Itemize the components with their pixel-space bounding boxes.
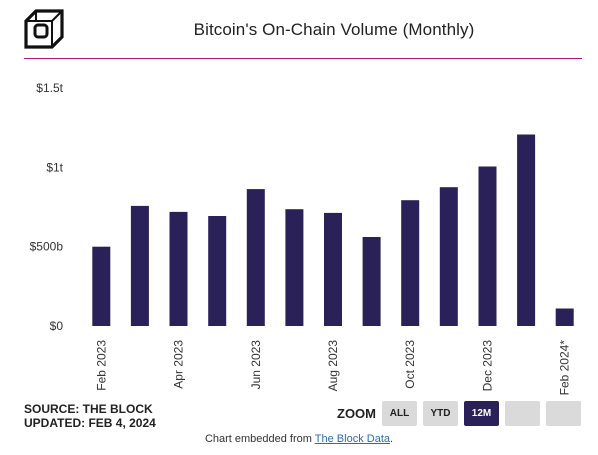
x-tick-label: Aug 2023 [326, 340, 340, 392]
embed-note: Chart embedded from The Block Data. [0, 433, 598, 445]
bar-nov-2023[interactable] [439, 187, 458, 326]
zoom-12m-button[interactable]: 12M [464, 401, 499, 426]
source-line: SOURCE: THE BLOCK [24, 402, 153, 416]
x-tick-label: Feb 2023 [94, 340, 108, 391]
y-axis: $0 $500b $1t $1.5t [30, 81, 64, 333]
bar-feb-2024[interactable] [555, 308, 574, 327]
bar-aug-2023[interactable] [324, 212, 342, 326]
bar-jan-2024[interactable] [517, 134, 536, 327]
zoom-button-blank-1[interactable] [505, 401, 540, 426]
y-tick-label: $500b [30, 240, 64, 254]
x-tick-label: Dec 2023 [481, 340, 495, 392]
zoom-ytd-button[interactable]: YTD [423, 401, 458, 426]
bar-oct-2023[interactable] [401, 200, 420, 326]
bar-may-2023[interactable] [208, 216, 227, 326]
bar-series [92, 134, 574, 327]
chart-title: Bitcoin's On-Chain Volume (Monthly) [193, 20, 475, 39]
zoom-all-button[interactable]: ALL [382, 401, 417, 426]
bar-feb-2023[interactable] [92, 246, 111, 326]
zoom-button-blank-2[interactable] [546, 401, 581, 426]
y-tick-label: $1.5t [36, 81, 63, 95]
bar-sep-2023[interactable] [362, 237, 381, 326]
bar-jul-2023[interactable] [285, 209, 304, 326]
x-tick-label: Feb 2024* [558, 340, 572, 396]
bar-jun-2023[interactable] [246, 189, 265, 326]
updated-line: UPDATED: FEB 4, 2024 [24, 416, 156, 430]
zoom-label: ZOOM [337, 406, 376, 421]
y-tick-label: $1t [46, 160, 63, 174]
title-divider [24, 58, 582, 59]
source-note: SOURCE: THE BLOCK UPDATED: FEB 4, 2024 [24, 402, 156, 430]
bar-chart: $0 $500b $1t $1.5t Feb 2023 Apr 2023 Jun 2023… [30, 81, 574, 396]
the-block-logo-icon [24, 9, 64, 49]
bar-apr-2023[interactable] [169, 211, 188, 326]
x-axis: Feb 2023 Apr 2023 Jun 2023 Aug 2023 Oct 2023… [94, 340, 571, 396]
bar-dec-2023[interactable] [478, 166, 497, 327]
x-tick-label: Apr 2023 [172, 340, 186, 389]
embed-prefix: Chart embedded from [204, 433, 315, 445]
x-tick-label: Jun 2023 [249, 340, 263, 390]
bar-mar-2023[interactable] [130, 205, 149, 326]
x-tick-label: Oct 2023 [403, 340, 417, 389]
y-tick-label: $0 [50, 319, 64, 333]
the-block-data-link[interactable]: The Block Data [314, 433, 390, 445]
embed-suffix: . [390, 433, 394, 445]
